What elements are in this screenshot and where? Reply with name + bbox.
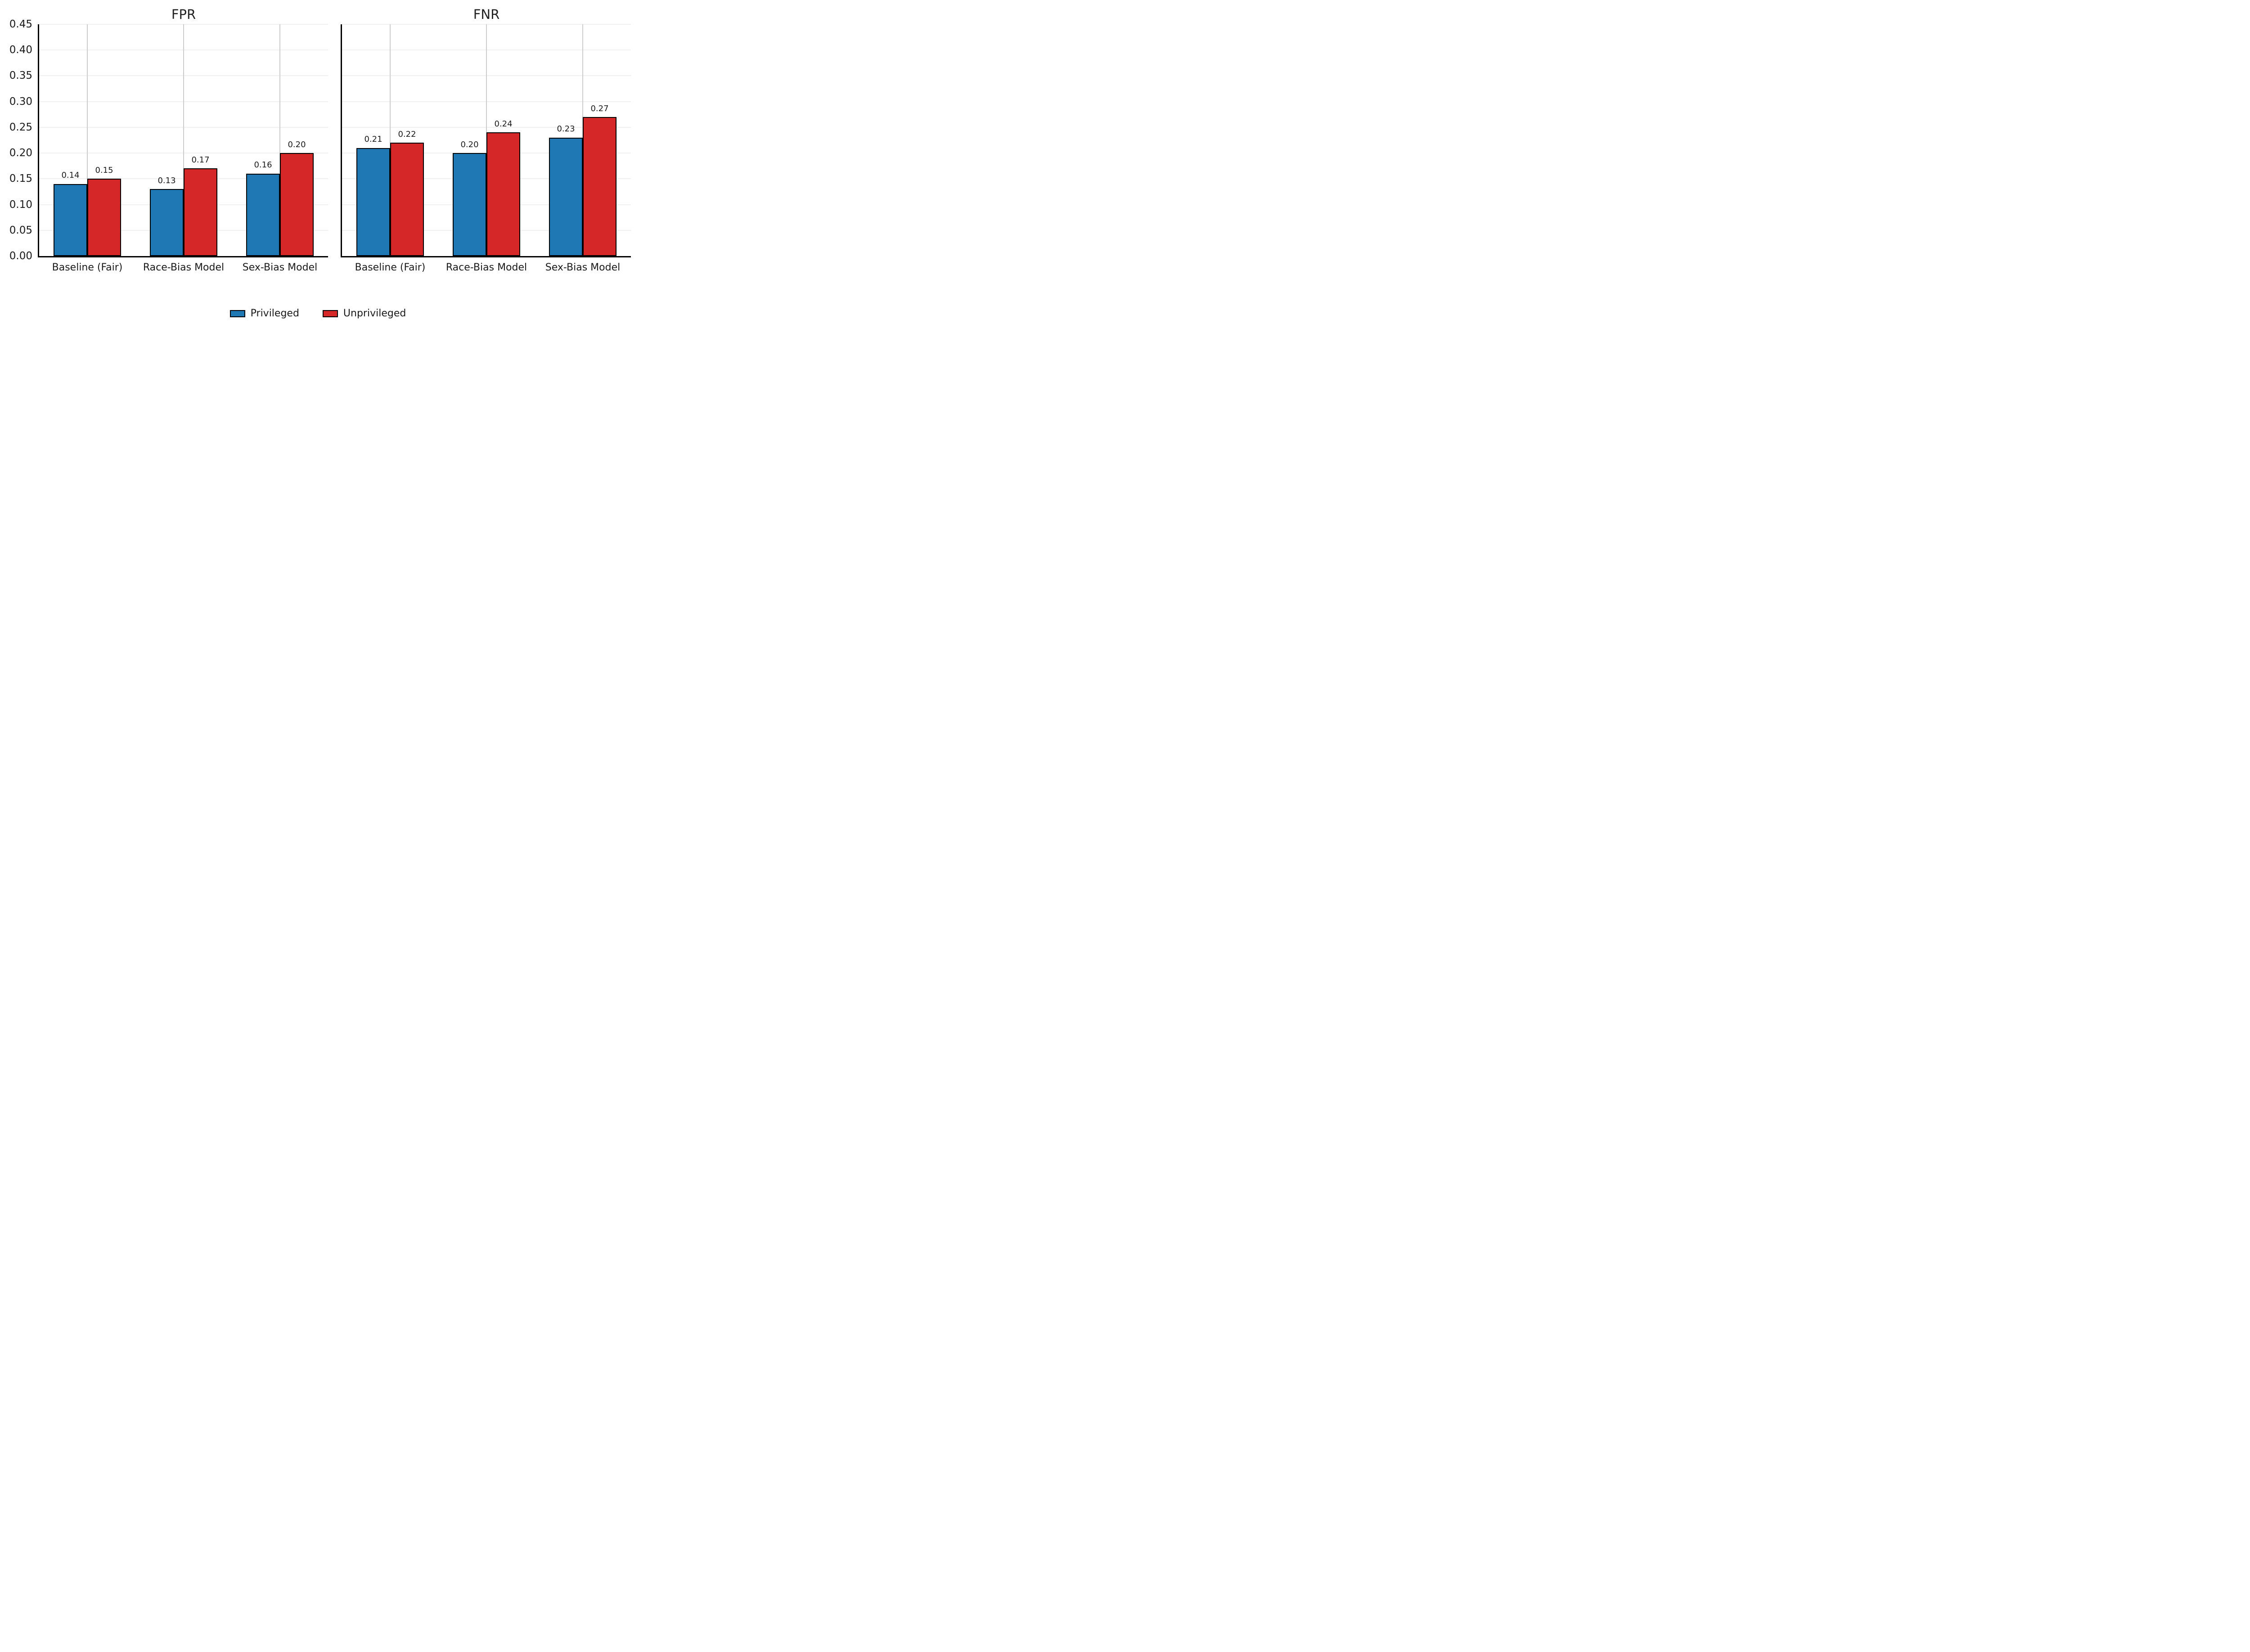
fpr-chart-panel: FPR 0.14 0.13 0.16 0.15 0.17 0.20 Baseline (Fai… — [0, 0, 636, 330]
legend-swatch-privileged-icon — [230, 310, 245, 317]
bar-value-label: 0.20 — [288, 140, 306, 149]
y-axis-tick-label: 0.10 — [9, 198, 32, 211]
bar-privileged — [453, 153, 486, 256]
legend-label: Unprivileged — [343, 308, 406, 319]
chart-title: FNR — [473, 7, 500, 22]
bar-value-label: 0.14 — [61, 171, 80, 180]
bar-value-label: 0.24 — [494, 119, 513, 129]
figure: FPR 0.14 0.13 0.16 0.15 0.17 0.20 Baseline (Fai… — [0, 0, 636, 330]
bar-unprivileged — [486, 132, 520, 256]
category-label: Race-Bias Model — [143, 262, 225, 273]
bar-unprivileged — [583, 117, 616, 256]
gridline-horizontal — [39, 126, 328, 128]
legend-item-privileged: Privileged — [230, 308, 299, 319]
gridline-horizontal — [342, 230, 631, 231]
bar-value-label: 0.22 — [398, 129, 416, 139]
gridline-horizontal — [342, 204, 631, 205]
y-axis-tick-label: 0.05 — [9, 224, 32, 236]
y-axis-tick-label: 0.30 — [9, 95, 32, 108]
y-axis-tick-label: 0.45 — [9, 18, 32, 30]
gridline-horizontal — [39, 75, 328, 77]
axis-bottom-spine — [38, 256, 328, 257]
y-axis-tick-label: 0.15 — [9, 173, 32, 185]
gridline-vertical — [582, 24, 583, 256]
y-axis-tick-label: 0.40 — [9, 44, 32, 56]
bar-value-label: 0.16 — [254, 160, 272, 170]
bar-value-label: 0.15 — [95, 165, 113, 175]
gridline-horizontal — [39, 204, 328, 205]
legend: Privileged Unprivileged — [0, 308, 636, 319]
category-label: Baseline (Fair) — [52, 262, 123, 273]
axis-left-spine — [341, 24, 342, 257]
bar-value-label: 0.21 — [364, 135, 382, 144]
gridline-vertical — [279, 24, 280, 256]
bar-value-label: 0.23 — [557, 124, 575, 134]
chart-title: FPR — [171, 7, 196, 22]
bar-unprivileged — [184, 168, 217, 256]
bar-privileged — [549, 137, 583, 256]
bar-value-label: 0.17 — [191, 155, 210, 165]
gridline-horizontal — [342, 24, 631, 25]
y-axis-tick-label: 0.35 — [9, 70, 32, 82]
y-axis-tick-label: 0.00 — [9, 250, 32, 262]
bar-unprivileged — [280, 153, 314, 256]
gridline-horizontal — [342, 126, 631, 128]
category-label: Baseline (Fair) — [355, 262, 426, 273]
category-label: Sex-Bias Model — [242, 262, 318, 273]
gridline-horizontal — [342, 178, 631, 180]
gridline-vertical — [486, 24, 487, 256]
bar-privileged — [356, 148, 390, 256]
gridline-horizontal — [39, 178, 328, 180]
gridline-horizontal — [342, 101, 631, 102]
gridline-horizontal — [39, 230, 328, 231]
bar-value-label: 0.13 — [158, 176, 176, 185]
gridline-horizontal — [342, 75, 631, 77]
legend-item-unprivileged: Unprivileged — [322, 308, 406, 319]
gridline-vertical — [390, 24, 391, 256]
axis-bottom-spine — [341, 256, 631, 257]
bar-privileged — [54, 184, 87, 256]
gridline-horizontal — [39, 101, 328, 102]
category-label: Sex-Bias Model — [545, 262, 621, 273]
bar-value-label: 0.27 — [590, 104, 609, 113]
bar-privileged — [150, 189, 184, 256]
y-axis-tick-label: 0.25 — [9, 121, 32, 133]
y-axis-tick-label: 0.20 — [9, 147, 32, 159]
bar-privileged — [246, 173, 280, 256]
gridline-vertical — [183, 24, 184, 256]
bar-unprivileged — [390, 143, 424, 256]
fnr-chart-panel: FNR 0.21 0.20 0.23 0.22 0.24 0.27 Baseline (Fai… — [0, 0, 636, 330]
legend-swatch-unprivileged-icon — [322, 310, 338, 317]
axis-left-spine — [38, 24, 39, 257]
legend-label: Privileged — [250, 308, 299, 319]
bar-value-label: 0.20 — [460, 140, 479, 149]
bar-unprivileged — [87, 179, 121, 256]
gridline-vertical — [87, 24, 88, 256]
category-label: Race-Bias Model — [446, 262, 527, 273]
gridline-horizontal — [39, 24, 328, 25]
